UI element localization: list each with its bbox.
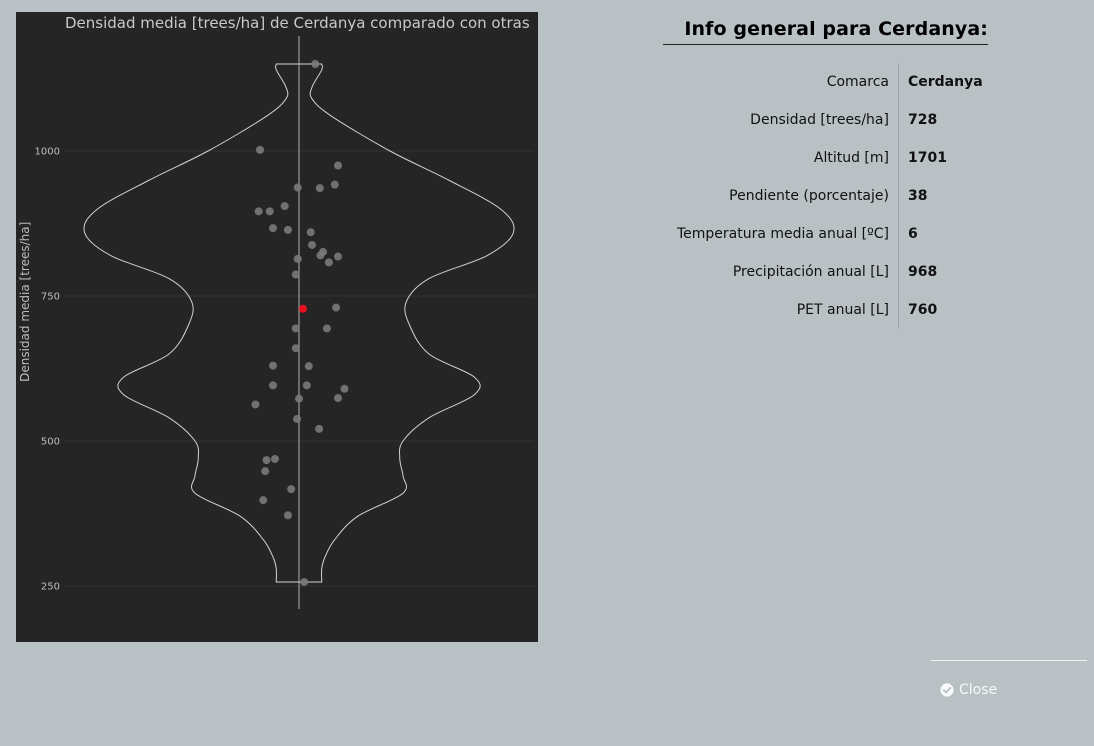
data-point [334, 161, 342, 170]
data-point [291, 344, 300, 353]
y-tick-label: 750 [41, 292, 60, 303]
data-point [293, 254, 302, 263]
data-point [269, 381, 277, 390]
info-value: 6 [907, 226, 918, 242]
data-point [287, 485, 296, 494]
data-point [295, 394, 303, 403]
y-tick-label: 1000 [35, 147, 60, 158]
info-row-temperatura: Temperatura media anual [ºC] 6 [663, 215, 988, 253]
data-point [269, 224, 277, 233]
close-label: Close [959, 682, 998, 698]
info-panel: Info general para Cerdanya: Comarca Cerd… [663, 18, 993, 329]
violin-outline [83, 63, 515, 583]
data-point [334, 252, 342, 261]
info-value: 1701 [907, 150, 947, 166]
info-label: Densidad [trees/ha] [663, 101, 899, 139]
data-point [265, 207, 274, 216]
info-value: 968 [907, 264, 938, 280]
info-title: Info general para Cerdanya: [663, 18, 988, 45]
y-tick-label: 500 [41, 437, 60, 448]
info-value: 760 [907, 302, 938, 318]
data-point [306, 228, 315, 237]
info-value: 728 [907, 112, 938, 128]
data-point [283, 225, 292, 234]
data-point [269, 361, 277, 370]
data-point [280, 202, 289, 211]
data-point [324, 258, 333, 267]
data-point [270, 454, 279, 463]
chart-title: Densidad media [trees/ha] de Cerdanya co… [65, 14, 530, 32]
info-label: PET anual [L] [663, 291, 899, 329]
data-point [251, 400, 260, 409]
info-row-pet: PET anual [L] 760 [663, 291, 988, 329]
data-point [283, 511, 292, 520]
violin-plot-panel: 250 500 750 1000 Densidad media [trees/ha] d… [16, 12, 538, 642]
data-point [291, 324, 300, 333]
data-point [300, 577, 309, 586]
info-row-comarca: Comarca Cerdanya [663, 63, 988, 101]
info-label: Precipitación anual [L] [663, 253, 899, 291]
data-point [330, 180, 339, 189]
violin-chart: 250 500 750 1000 Densidad media [trees/ha] d… [18, 14, 534, 609]
info-label: Altitud [m] [663, 139, 899, 177]
data-point [315, 424, 324, 433]
data-point [311, 60, 320, 68]
y-tick-label: 250 [41, 582, 60, 593]
data-point [262, 456, 271, 465]
data-point [256, 145, 264, 154]
highlight-point [299, 304, 307, 313]
data-point [302, 381, 311, 390]
data-point [293, 183, 302, 192]
info-row-altitud: Altitud [m] 1701 [663, 139, 988, 177]
data-point [316, 251, 325, 260]
data-point [304, 362, 313, 371]
data-point [332, 303, 341, 312]
data-point [259, 496, 268, 505]
y-axis-title: Densidad media [trees/ha] [18, 222, 32, 382]
info-value: 38 [907, 188, 928, 204]
info-row-precipitacion: Precipitación anual [L] 968 [663, 253, 988, 291]
close-button[interactable]: Close [940, 682, 997, 698]
data-point [254, 207, 263, 216]
info-value: Cerdanya [907, 74, 983, 90]
footer-divider [931, 660, 1087, 661]
data-point [293, 414, 302, 423]
data-point [261, 467, 270, 476]
check-circle-icon [940, 683, 954, 697]
data-point [291, 270, 300, 279]
data-point [340, 384, 349, 393]
data-point [308, 240, 316, 249]
data-point [334, 394, 342, 403]
info-row-densidad: Densidad [trees/ha] 728 [663, 101, 988, 139]
info-label: Temperatura media anual [ºC] [663, 215, 899, 253]
data-point [315, 184, 324, 193]
info-table: Comarca Cerdanya Densidad [trees/ha] 728… [663, 63, 988, 329]
info-row-pendiente: Pendiente (porcentaje) 38 [663, 177, 988, 215]
info-label: Comarca [663, 63, 899, 101]
info-label: Pendiente (porcentaje) [663, 177, 899, 215]
data-point [322, 324, 331, 333]
